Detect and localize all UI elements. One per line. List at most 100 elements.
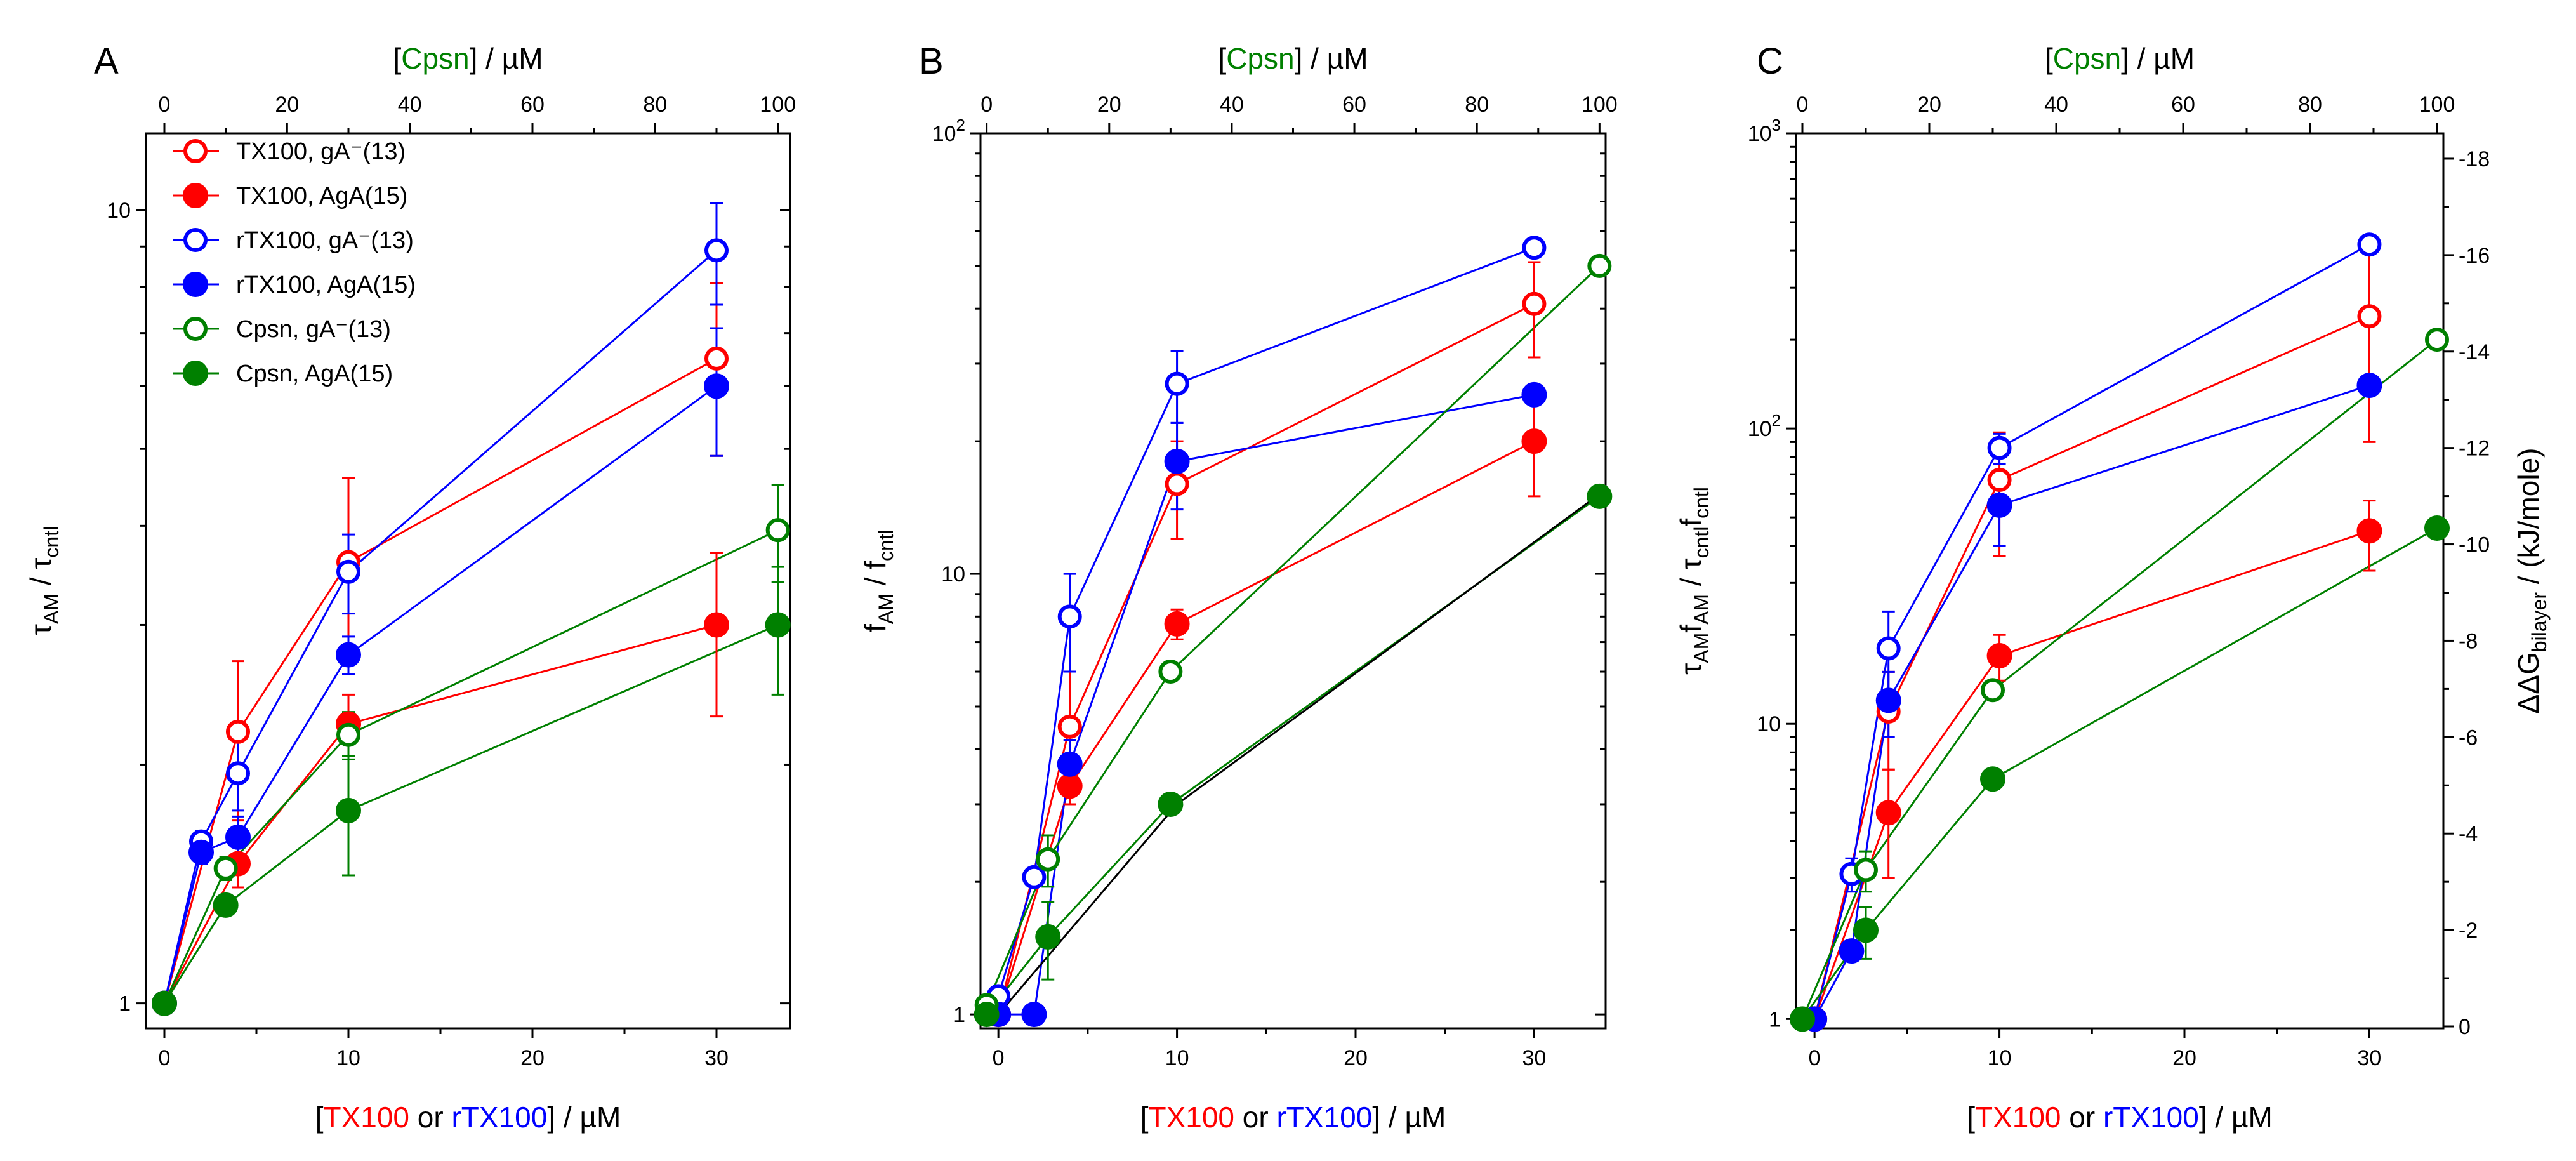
data-point-open	[1987, 468, 2012, 493]
top-axis-title: [Cpsn] / µM	[1218, 42, 1368, 75]
series-line	[163, 357, 717, 1004]
y-label-mid: f	[1674, 625, 1707, 633]
y-label-mid: / f	[859, 561, 892, 594]
data-point-open	[1522, 236, 1547, 260]
legend-label: rTX100, AgA(15)	[236, 272, 416, 298]
axis-suffix: ] / µM	[547, 1101, 621, 1134]
x-tick-label: 30	[704, 1046, 729, 1070]
x2-tick-label: 40	[398, 93, 422, 117]
top-axis-title: [Cpsn] / µM	[393, 42, 543, 75]
x-tick-label: 10	[1165, 1046, 1189, 1070]
data-point-open	[1158, 660, 1183, 684]
legend: TX100, gA⁻(13) TX100, AgA(15) rTX100, gA⁻(…	[173, 138, 416, 387]
data-point-open	[1876, 636, 1901, 661]
y-label-main: f	[859, 624, 892, 632]
y-tick-label: 102	[932, 116, 965, 146]
x2-tick-label: 0	[981, 93, 993, 117]
data-point-open	[1981, 678, 2005, 703]
axis-or: or	[409, 1101, 451, 1134]
axis-cpsn: Cpsn	[2053, 42, 2121, 75]
x2-tick-label: 20	[1917, 93, 1941, 117]
legend-label: Cpsn, gA⁻(13)	[236, 316, 391, 343]
data-point-open	[704, 346, 729, 371]
x2-tick-label: 20	[275, 93, 299, 117]
data-point-filled	[1790, 1006, 1815, 1032]
x-tick-label: 30	[2358, 1046, 2382, 1070]
axis-tx100: TX100	[1148, 1101, 1234, 1134]
series-line	[986, 265, 1601, 1005]
legend-label: TX100, gA⁻(13)	[236, 138, 406, 165]
y2-tick-label: -14	[2459, 340, 2490, 364]
x2-tick-label: 20	[1097, 93, 1121, 117]
x2-tick-label: 40	[2044, 93, 2068, 117]
x2-tick-label: 60	[520, 93, 545, 117]
y-label-sub: AM	[1690, 594, 1713, 625]
x-tick-label: 20	[520, 1046, 545, 1070]
data-point-filled	[1521, 381, 1547, 408]
x2-tick-label: 0	[1797, 93, 1809, 117]
axis-suffix: ] / µM	[2199, 1101, 2273, 1134]
data-point-open	[336, 722, 360, 747]
panel-letter: B	[919, 41, 944, 82]
bottom-axis-title: [TX100 or rTX100] / µM	[1140, 1101, 1446, 1134]
series-line	[163, 529, 779, 1004]
data-point-filled	[1986, 643, 2012, 669]
x2-tick-label: 80	[643, 93, 667, 117]
data-point-filled	[1980, 766, 2005, 792]
data-point-filled	[1853, 917, 1879, 943]
data-point-filled	[1057, 751, 1083, 777]
data-point-filled	[1164, 448, 1190, 474]
y-tick-label: 10	[1757, 712, 1781, 736]
legend-marker-filled	[183, 183, 208, 208]
data-point-filled	[704, 373, 729, 399]
series-line	[163, 385, 717, 1004]
y2-tick-label: -8	[2459, 629, 2478, 653]
axis-cpsn: Cpsn	[401, 42, 469, 75]
y2-label-main: ΔΔG	[2512, 652, 2545, 713]
y2-tick-label: -18	[2459, 147, 2490, 171]
data-point-filled	[2356, 373, 2382, 399]
series-line	[163, 624, 779, 1004]
panel-c: C0 10 20 300 20 40 60 80 1001101021030-2-4-6-8-1…	[1674, 41, 2551, 1134]
data-point-open	[1522, 291, 1547, 316]
series-group	[974, 236, 1613, 1028]
legend-label: rTX100, gA⁻(13)	[236, 227, 414, 254]
data-point-open	[1057, 604, 1082, 629]
bottom-axis-title: [TX100 or rTX100] / µM	[315, 1101, 621, 1134]
axis-bracket: [	[315, 1101, 324, 1134]
y2-label-sub: bilayer	[2528, 592, 2551, 653]
legend-marker-filled	[183, 361, 208, 386]
x-tick-label: 10	[336, 1046, 360, 1070]
axis-rtx100: rTX100	[451, 1101, 547, 1134]
series-line	[986, 495, 1601, 1016]
data-point-filled	[974, 1002, 1000, 1028]
data-point-filled	[213, 892, 239, 918]
data-point-open	[1036, 847, 1060, 872]
data-point-open	[1165, 472, 1189, 496]
data-point-open	[2357, 232, 2382, 257]
data-point-filled	[1057, 773, 1083, 799]
data-point-filled	[2424, 515, 2450, 541]
data-point-open	[1165, 371, 1189, 396]
y-axis-title: fAM / fcntl	[859, 529, 897, 632]
data-point-open	[226, 761, 250, 786]
panel-letter: A	[94, 41, 119, 82]
data-point-filled	[1875, 800, 1901, 826]
legend-label: TX100, AgA(15)	[236, 183, 407, 209]
series-line	[997, 495, 1597, 1016]
data-point-filled	[225, 824, 251, 850]
data-point-filled	[1164, 611, 1190, 637]
y-label-main: τ	[24, 624, 57, 635]
axis-bracket: [	[1218, 42, 1226, 75]
y-label-sub: cntl	[40, 526, 63, 558]
data-point-filled	[1875, 687, 1901, 713]
y-axis-title: τAMfAM / τcntlfcntl	[1674, 487, 1713, 675]
series-group	[1790, 232, 2450, 1032]
data-point-filled	[704, 612, 729, 638]
series-line	[997, 440, 1535, 1015]
y-label-mid: / τ	[24, 558, 57, 594]
x-tick-label: 10	[1988, 1046, 2012, 1070]
data-point-open	[336, 559, 360, 584]
axis-bracket: [	[1967, 1101, 1975, 1134]
